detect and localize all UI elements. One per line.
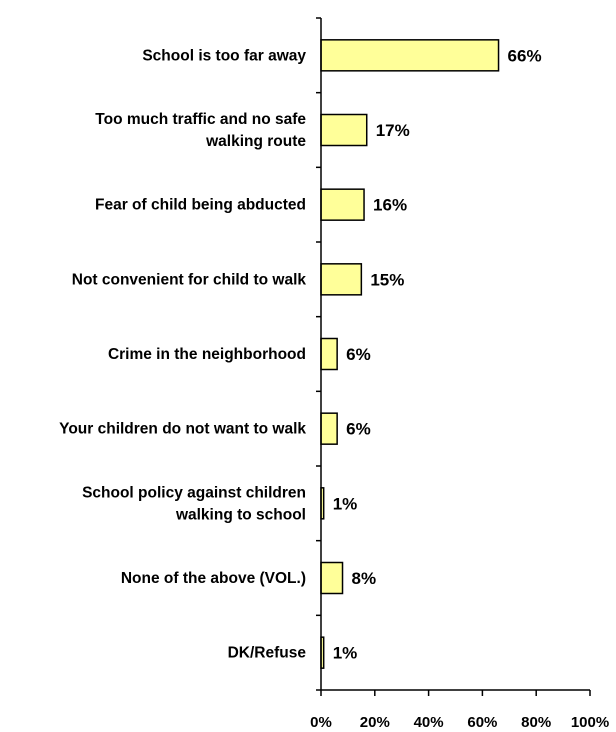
x-tick-label-0: 0% [310, 714, 332, 731]
value-label-4: 6% [346, 345, 371, 364]
bar-3 [320, 263, 363, 296]
bar-7 [320, 561, 344, 595]
value-label-3: 15% [370, 270, 404, 289]
value-label-6: 1% [333, 494, 358, 513]
category-label-6: School policy against children walking to… [82, 484, 306, 523]
bar-2 [320, 188, 365, 221]
x-tick-label-3: 60% [467, 714, 497, 731]
category-label-1: Too much traffic and no safe walking rout… [95, 111, 306, 150]
category-label-7: None of the above (VOL.) [121, 570, 306, 587]
value-label-0: 66% [508, 46, 542, 65]
x-tick-label-2: 40% [414, 714, 444, 731]
bar-1 [320, 113, 368, 147]
bar-5 [320, 412, 338, 445]
value-label-2: 16% [373, 196, 407, 215]
x-tick-label-4: 80% [521, 714, 551, 731]
category-label-8: DK/Refuse [228, 645, 307, 662]
value-label-5: 6% [346, 420, 371, 439]
value-label-7: 8% [352, 569, 377, 588]
x-tick-label-1: 20% [360, 714, 390, 731]
category-label-4: Crime in the neighborhood [108, 346, 306, 363]
value-label-1: 17% [376, 121, 410, 140]
category-label-0: School is too far away [142, 47, 306, 64]
bar-0 [320, 39, 500, 72]
x-tick-label-5: 100% [571, 714, 609, 731]
value-label-8: 1% [333, 644, 358, 663]
category-label-5: Your children do not want to walk [59, 421, 306, 438]
category-label-2: Fear of child being abducted [95, 197, 306, 214]
bar-4 [320, 337, 338, 371]
category-label-3: Not convenient for child to walk [72, 271, 307, 288]
